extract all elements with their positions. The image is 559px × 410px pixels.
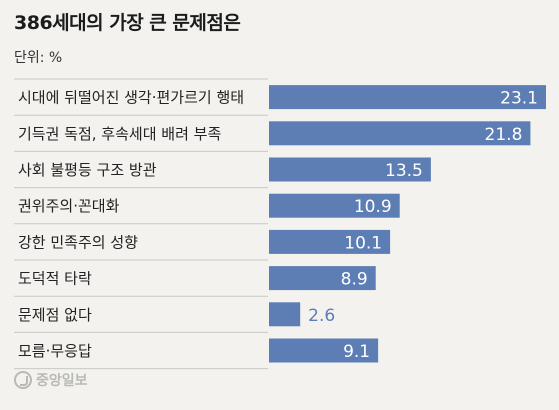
category-label: 강한 민족주의 성향 (18, 233, 138, 251)
category-label: 기득권 독점, 후속세대 배려 부족 (18, 125, 221, 143)
source-logo: 중앙일보 (14, 370, 88, 390)
category-label: 도덕적 타락 (18, 270, 92, 288)
value-label: 21.8 (485, 125, 523, 145)
joongang-logo-icon (14, 371, 32, 389)
unit-label: 단위: % (14, 50, 63, 66)
bar (269, 85, 546, 110)
bar (269, 338, 379, 363)
chart-title: 386세대의 가장 큰 문제점은 (14, 12, 241, 34)
bar (269, 266, 376, 291)
source-label: 중앙일보 (36, 373, 88, 389)
value-label: 10.1 (344, 233, 382, 253)
category-label: 모름·무응답 (18, 342, 92, 360)
bar (269, 302, 301, 327)
category-label: 시대에 뒤떨어진 생각·편가르기 행태 (18, 89, 244, 107)
bar (269, 157, 431, 182)
value-label: 2.6 (308, 306, 335, 326)
value-label: 23.1 (500, 89, 538, 109)
bar (269, 121, 531, 146)
bar (269, 229, 391, 254)
value-label: 13.5 (385, 161, 423, 181)
category-label: 권위주의·꼰대화 (18, 197, 120, 215)
category-label: 사회 불평등 구조 방관 (18, 161, 157, 179)
value-label: 9.1 (343, 342, 370, 362)
bar (269, 193, 400, 218)
value-label: 10.9 (354, 197, 392, 217)
category-label: 문제점 없다 (18, 306, 92, 324)
value-label: 8.9 (341, 270, 368, 290)
